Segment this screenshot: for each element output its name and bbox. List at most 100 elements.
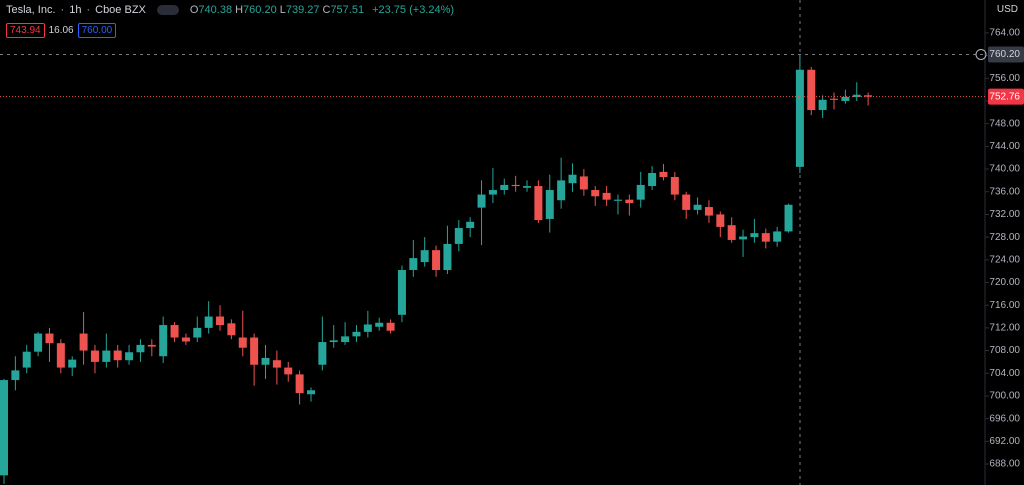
candle-body	[739, 236, 748, 240]
candle-body	[488, 190, 497, 195]
candle-body	[113, 350, 122, 361]
y-tick-label: 724.00	[989, 254, 1020, 265]
change: +23.75 (+3.24%)	[372, 4, 455, 16]
y-tick-label: 744.00	[989, 141, 1020, 152]
candle-body	[659, 171, 668, 177]
candle-body	[397, 270, 406, 315]
candle-body	[250, 337, 259, 365]
ohlc-key: O	[189, 4, 199, 16]
ohlc: O 740.38 H 760.20 L 739.27 C 757.51	[190, 4, 367, 16]
legend: Tesla, Inc. · 1h · Cboe BZX O 740.38 H 760.20…	[6, 4, 455, 16]
y-tick-label: 732.00	[989, 209, 1020, 220]
add-alert-icon	[975, 48, 987, 60]
candle-body	[557, 180, 566, 201]
candle-body	[193, 327, 202, 338]
candle-body	[511, 184, 520, 187]
candle-body	[386, 322, 395, 331]
candle-body	[216, 316, 225, 326]
y-tick-label: 728.00	[989, 232, 1020, 243]
ohlc-value: 760.20	[243, 4, 277, 16]
candle-body	[636, 184, 645, 200]
quote-boxes: 743.94 16.06 760.00	[6, 23, 117, 38]
candle-body	[341, 336, 350, 343]
candle-body	[454, 228, 463, 244]
candle-body	[682, 194, 691, 210]
crosshair-label: 760.20	[989, 49, 1020, 60]
y-tick-label: 704.00	[989, 368, 1020, 379]
interval: 1h	[69, 4, 82, 16]
candle-body	[750, 233, 759, 238]
toggle[interactable]	[156, 5, 179, 15]
ohlc-key: H	[235, 4, 244, 16]
candle-body	[864, 95, 873, 97]
candle-body	[466, 221, 475, 229]
candle-body	[591, 190, 600, 197]
candle-body	[352, 331, 361, 337]
ohlc-value: 740.38	[198, 4, 233, 16]
candle-body	[147, 344, 156, 347]
candle-body	[102, 350, 111, 362]
candle-body	[159, 325, 168, 357]
candle-body	[500, 184, 509, 191]
crosshair-label-bg	[988, 46, 1024, 63]
candle-body	[272, 360, 281, 368]
candle-body	[761, 233, 770, 242]
candle-body	[0, 380, 8, 476]
y-tick-label: 764.00	[989, 28, 1020, 39]
candle-body	[477, 194, 486, 208]
ohlc-value: 757.51	[330, 4, 365, 16]
candle-body	[125, 352, 134, 361]
bid[interactable]: 743.94	[6, 23, 45, 38]
candle-body	[432, 250, 441, 271]
y-tick-label: 712.00	[989, 323, 1020, 334]
candle-body	[704, 207, 713, 216]
candle-body	[613, 199, 622, 201]
y-tick-label: 700.00	[989, 391, 1020, 402]
candle-body	[45, 333, 54, 344]
candle-body	[818, 99, 827, 111]
candle-body	[11, 370, 20, 381]
candle-body	[727, 225, 736, 240]
candle-body	[68, 359, 77, 368]
candle-body	[261, 357, 270, 365]
last-price-label: 752.76	[989, 91, 1020, 102]
candle-body	[579, 176, 588, 190]
y-tick-label: 716.00	[989, 300, 1020, 311]
currency[interactable]: USD	[996, 4, 1018, 15]
candle-body	[568, 174, 577, 184]
candle-body	[648, 173, 657, 187]
candle-body	[545, 190, 554, 219]
candle-body	[523, 186, 532, 188]
candle-body	[443, 243, 452, 271]
candle-body	[375, 322, 384, 327]
exchange: Cboe BZX	[95, 4, 146, 16]
candle-body	[670, 176, 679, 195]
candle-body	[56, 343, 65, 368]
ask[interactable]: 760.00	[77, 23, 117, 38]
candle-body	[295, 374, 304, 394]
candle-body	[625, 199, 634, 204]
candle-body	[204, 316, 213, 328]
candle-body	[830, 98, 839, 100]
candle-body	[602, 192, 611, 200]
candle-body	[693, 204, 702, 210]
spread: 16.06	[48, 25, 74, 36]
y-tick-label: 736.00	[989, 186, 1020, 197]
candle-body	[79, 333, 88, 351]
y-tick-label: 756.00	[989, 73, 1020, 84]
y-tick-label: 740.00	[989, 164, 1020, 175]
y-tick-label: 720.00	[989, 277, 1020, 288]
ohlc-key: C	[322, 4, 331, 16]
candle-body	[170, 325, 179, 338]
ohlc-value: 739.27	[285, 4, 320, 16]
ohlc-key: L	[279, 4, 286, 16]
candle-body	[795, 69, 804, 167]
candle-body	[238, 337, 247, 348]
candle-body	[90, 350, 99, 362]
candle-body	[22, 351, 31, 368]
y-tick-label: 692.00	[989, 436, 1020, 447]
y-tick-label: 708.00	[989, 345, 1020, 356]
candle-body	[773, 231, 782, 242]
